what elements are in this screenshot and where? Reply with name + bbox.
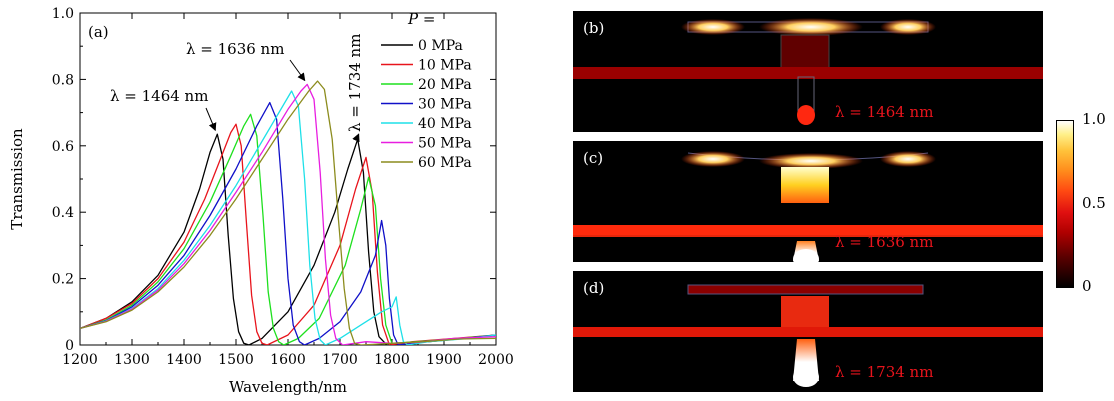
annotation-arrow	[289, 59, 306, 82]
x-tick-label: 2000	[478, 352, 514, 368]
x-tick-label: 1400	[166, 352, 202, 368]
colorbar	[1056, 120, 1074, 288]
field-panel-d: (d) λ = 1734 nm	[573, 271, 1043, 392]
field-panel-b: (b) λ = 1464 nm	[573, 11, 1043, 132]
legend-entry: 20 MPa	[418, 77, 472, 93]
legend-entry: 50 MPa	[418, 136, 472, 152]
annotation-arrow	[352, 133, 360, 143]
legend-entry: 10 MPa	[418, 58, 472, 74]
x-tick-label: 1200	[62, 352, 98, 368]
legend-entry: 60 MPa	[418, 155, 472, 171]
x-tick-label: 1700	[322, 352, 358, 368]
wavelength-label-b: λ = 1464 nm	[835, 103, 934, 121]
x-tick-label: 1800	[374, 352, 410, 368]
series-line-3	[80, 101, 496, 345]
x-tick-label: 1500	[218, 352, 254, 368]
series-line-0	[80, 133, 496, 345]
panel-label-d: (d)	[583, 279, 605, 297]
panel-label-b: (b)	[583, 19, 605, 37]
annotation-label: λ = 1734 nm	[346, 34, 364, 132]
wavelength-label-c: λ = 1636 nm	[835, 233, 934, 251]
annotation-arrow	[205, 107, 217, 132]
y-tick-label: 0.4	[52, 205, 74, 221]
annotation-label: λ = 1464 nm	[110, 87, 208, 105]
colorbar-max-label: 1.0	[1082, 110, 1106, 128]
legend-entry: 30 MPa	[418, 97, 472, 113]
series-line-6	[80, 80, 496, 345]
annotation-label: λ = 1636 nm	[186, 40, 284, 58]
legend-entry: 40 MPa	[418, 116, 472, 132]
y-tick-label: 0.8	[52, 72, 74, 88]
legend-entry: 0 MPa	[418, 38, 463, 54]
y-tick-label: 0	[65, 338, 74, 354]
y-tick-label: 0.6	[52, 139, 74, 155]
y-tick-label: 1.0	[52, 6, 74, 22]
series-line-4	[80, 90, 496, 345]
legend-title: P =	[407, 10, 435, 28]
panel-label-c: (c)	[583, 149, 604, 167]
colorbar-min-label: 0	[1082, 277, 1092, 295]
x-tick-label: 1900	[426, 352, 462, 368]
panel-label-a: (a)	[88, 23, 109, 41]
x-axis-label: Wavelength/nm	[229, 378, 347, 396]
series-line-2	[80, 113, 496, 345]
series-line-5	[80, 83, 496, 345]
y-axis-label: Transmission	[8, 128, 26, 230]
y-tick-label: 0.2	[52, 272, 74, 288]
wavelength-label-d: λ = 1734 nm	[835, 363, 934, 381]
x-tick-label: 1600	[270, 352, 306, 368]
series-line-1	[80, 123, 496, 345]
field-panel-c: (c) λ = 1636 nm	[573, 141, 1043, 262]
colorbar-mid-label: 0.5	[1082, 194, 1106, 212]
transmission-chart: 1200 1300 1400 1500 1600 1700 1800 1900 2000 0 0.2…	[8, 6, 514, 396]
x-tick-label: 1300	[114, 352, 150, 368]
